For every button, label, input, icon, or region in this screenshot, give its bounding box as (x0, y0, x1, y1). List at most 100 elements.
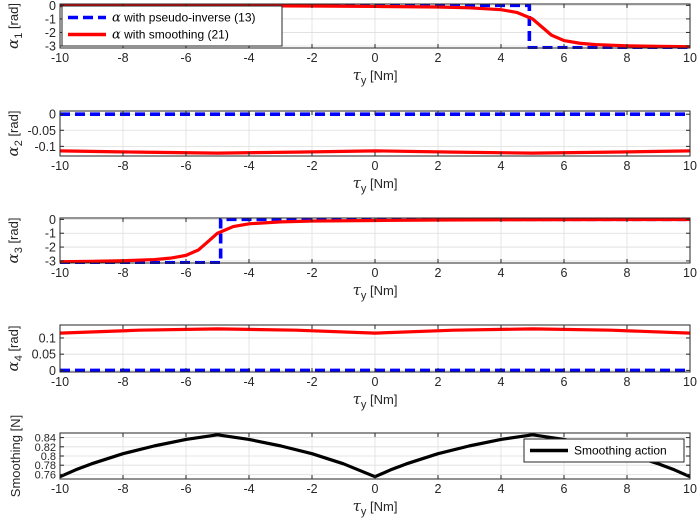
legend-label: α with pseudo-inverse (13) (112, 11, 256, 26)
y-tick-label: 0 (49, 108, 56, 122)
y-tick-label: 0.1 (39, 331, 56, 345)
y-tick-label: 0.82 (35, 442, 56, 454)
x-tick-label: 0 (372, 482, 379, 496)
y-tick-label: 0.8 (41, 451, 56, 463)
x-tick-label: 6 (561, 482, 568, 496)
x-tick-label: 4 (498, 159, 505, 173)
panel-alpha4: -10 -8 -6 -4 -2 0 2 4 6 8 10 0 0.05 0.1 τy [Nm] α4 [rad… (4, 324, 697, 411)
series-smoothing (60, 217, 690, 264)
y-tick-label: -1 (45, 12, 56, 26)
x-tick-label: 10 (683, 266, 697, 280)
y-tick-label: 0 (49, 213, 56, 227)
x-axis-label: τy [Nm] (353, 390, 398, 411)
x-tick-label: -6 (180, 482, 191, 496)
panel-smoothing: -10 -8 -6 -4 -2 0 2 4 6 8 10 0.760.780.80.820.84 τy … (8, 415, 697, 518)
y-tick-label: -3 (45, 254, 56, 268)
y-tick-label: 0.05 (32, 348, 56, 362)
panel-alpha2: -10 -8 -6 -4 -2 0 2 4 6 8 10 0 -0.05 -0.1 τy [Nm] α2 [r… (4, 108, 697, 195)
y-tick-label: 0.84 (35, 433, 56, 445)
panel-alpha3: -10 -8 -6 -4 -2 0 2 4 6 8 100-1-2-3τy [Nm]α3 [rad] (4, 213, 697, 302)
x-tick-label: -10 (51, 159, 69, 173)
x-tick-label: 6 (561, 159, 568, 173)
legend-label: Smoothing action (574, 444, 667, 458)
x-tick-label: -8 (117, 51, 128, 65)
y-axis-label: α1 [rad] (4, 3, 25, 49)
x-tick-label: -8 (117, 266, 128, 280)
y-axis-label: Smoothing [N] (8, 415, 23, 497)
y-axis-label: α2 [rad] (4, 111, 25, 157)
y-tick-label: -0.1 (34, 140, 56, 154)
x-tick-label: -6 (180, 159, 191, 173)
series-smoothing (60, 3, 690, 49)
x-axis-label: τy [Nm] (353, 281, 398, 302)
x-tick-label: 10 (683, 375, 697, 389)
y-tick-label: -2 (45, 241, 56, 255)
x-tick-label: 10 (683, 482, 697, 496)
x-tick-label: -4 (243, 482, 254, 496)
x-tick-label: 6 (561, 266, 568, 280)
series-smoothing (60, 327, 690, 335)
x-axis-label: τy [Nm] (353, 66, 398, 87)
x-tick-label: -2 (306, 159, 317, 173)
x-tick-label: 10 (683, 159, 697, 173)
x-tick-label: 0 (372, 375, 379, 389)
x-tick-label: -8 (117, 482, 128, 496)
series-smoothing (60, 149, 690, 155)
x-tick-label: -2 (306, 482, 317, 496)
y-tick-label: 0.78 (35, 460, 56, 472)
legend: α with pseudo-inverse (13) α with smoothi… (61, 5, 283, 47)
x-tick-label: -6 (180, 266, 191, 280)
x-tick-label: 8 (624, 159, 631, 173)
x-tick-label: 2 (435, 51, 442, 65)
y-tick-label: -2 (45, 26, 56, 40)
x-tick-label: 6 (561, 51, 568, 65)
legend-box (523, 438, 685, 463)
x-tick-label: -4 (243, 375, 254, 389)
y-tick-label: -0.05 (28, 124, 57, 138)
legend-box (61, 5, 283, 47)
legend: Smoothing action (523, 438, 685, 463)
x-tick-label: 8 (624, 375, 631, 389)
x-tick-label: 0 (372, 159, 379, 173)
x-tick-label: -10 (51, 482, 69, 496)
y-tick-label: -1 (45, 227, 56, 241)
x-tick-label: -4 (243, 51, 254, 65)
y-tick-label: -3 (45, 39, 56, 53)
x-tick-label: 4 (498, 375, 505, 389)
x-axis-label: τy [Nm] (353, 174, 398, 195)
x-tick-label: 2 (435, 482, 442, 496)
x-tick-label: -10 (51, 375, 69, 389)
x-tick-label: -2 (306, 51, 317, 65)
x-tick-label: 6 (561, 375, 568, 389)
x-tick-label: 8 (624, 51, 631, 65)
x-tick-label: 10 (683, 51, 697, 65)
x-tick-label: 2 (435, 159, 442, 173)
y-axis-label: α4 [rad] (4, 326, 25, 372)
x-tick-label: -10 (51, 51, 69, 65)
x-tick-label: -2 (306, 266, 317, 280)
x-tick-label: -8 (117, 159, 128, 173)
x-tick-label: -4 (243, 159, 254, 173)
x-tick-label: 4 (498, 482, 505, 496)
x-tick-label: -6 (180, 51, 191, 65)
y-axis-label: α3 [rad] (4, 218, 25, 264)
y-tick-label: 0.76 (35, 469, 56, 481)
x-tick-label: -10 (51, 266, 69, 280)
legend-label: α with smoothing (21) (112, 28, 229, 43)
x-tick-label: 8 (624, 266, 631, 280)
y-tick-label: 0 (49, 364, 56, 378)
y-tick-label: 0 (49, 0, 56, 13)
x-tick-label: 0 (372, 51, 379, 65)
x-axis-label: τy [Nm] (353, 497, 398, 518)
x-tick-label: 2 (435, 266, 442, 280)
x-tick-label: -6 (180, 375, 191, 389)
x-tick-label: 2 (435, 375, 442, 389)
panel-alpha1: -10 -8 -6 -4 -2 0 2 4 6 8 100-1-2-3τy [Nm]α1 [rad]… (4, 0, 697, 87)
x-tick-label: -4 (243, 266, 254, 280)
x-tick-label: -8 (117, 375, 128, 389)
x-tick-label: 0 (372, 266, 379, 280)
x-tick-label: 8 (624, 482, 631, 496)
x-tick-label: 4 (498, 266, 505, 280)
x-tick-label: 4 (498, 51, 505, 65)
